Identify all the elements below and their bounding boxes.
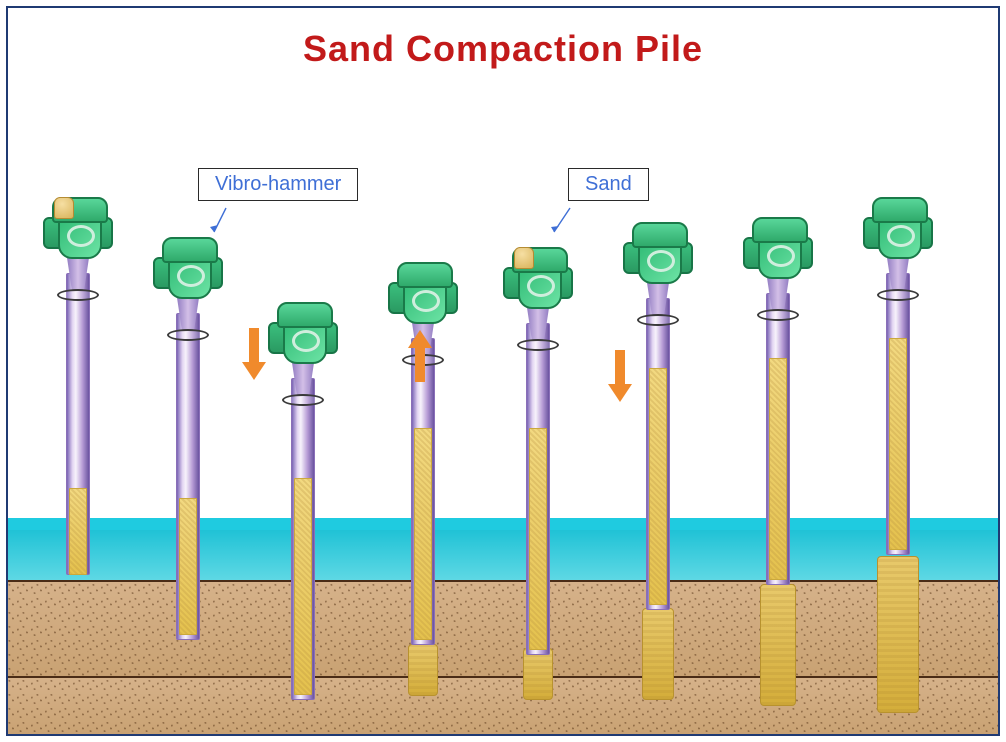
collar-ring (57, 289, 99, 301)
movement-arrow-up (406, 328, 434, 384)
movement-arrow-down (240, 326, 268, 382)
sand-in-pipe (649, 368, 667, 605)
pile-stage-3 (268, 8, 338, 736)
diagram-frame: Sand Compaction Pile Vibro-hammer Sand (6, 6, 1000, 736)
sand-in-pipe (69, 488, 87, 575)
sand-in-pipe (889, 338, 907, 550)
vibro-hammer-icon (869, 203, 927, 261)
pile-stage-8 (863, 8, 933, 736)
sand-column (642, 608, 674, 700)
movement-arrow-down (606, 348, 634, 404)
vibro-hammer-icon (274, 308, 332, 366)
sand-in-pipe (414, 428, 432, 640)
sand-hopper-icon (54, 197, 74, 219)
collar-ring (167, 329, 209, 341)
sand-hopper-icon (514, 247, 534, 269)
collar-ring (637, 314, 679, 326)
vibro-hammer-icon (629, 228, 687, 286)
sand-in-pipe (529, 428, 547, 650)
label-vibro-hammer: Vibro-hammer (198, 168, 358, 201)
pile-stage-1 (43, 8, 113, 736)
label-sand-text: Sand (585, 173, 632, 195)
sand-column (408, 644, 438, 696)
sand-in-pipe (769, 358, 787, 580)
label-vibro-hammer-arrow (208, 206, 240, 238)
pile-stage-7 (743, 8, 813, 736)
collar-ring (517, 339, 559, 351)
sand-in-pipe (179, 498, 197, 635)
collar-ring (282, 394, 324, 406)
label-sand: Sand (568, 168, 649, 201)
collar-ring (877, 289, 919, 301)
collar-ring (757, 309, 799, 321)
pile-stage-2 (153, 8, 223, 736)
pile-stage-5 (503, 8, 573, 736)
vibro-hammer-icon (394, 268, 452, 326)
sand-column (523, 648, 553, 700)
sand-column (877, 556, 919, 713)
sand-column (760, 584, 796, 706)
vibro-hammer-icon (749, 223, 807, 281)
sand-in-pipe (294, 478, 312, 695)
vibro-hammer-icon (159, 243, 217, 301)
label-sand-arrow (548, 206, 580, 238)
label-vibro-hammer-text: Vibro-hammer (215, 173, 341, 195)
